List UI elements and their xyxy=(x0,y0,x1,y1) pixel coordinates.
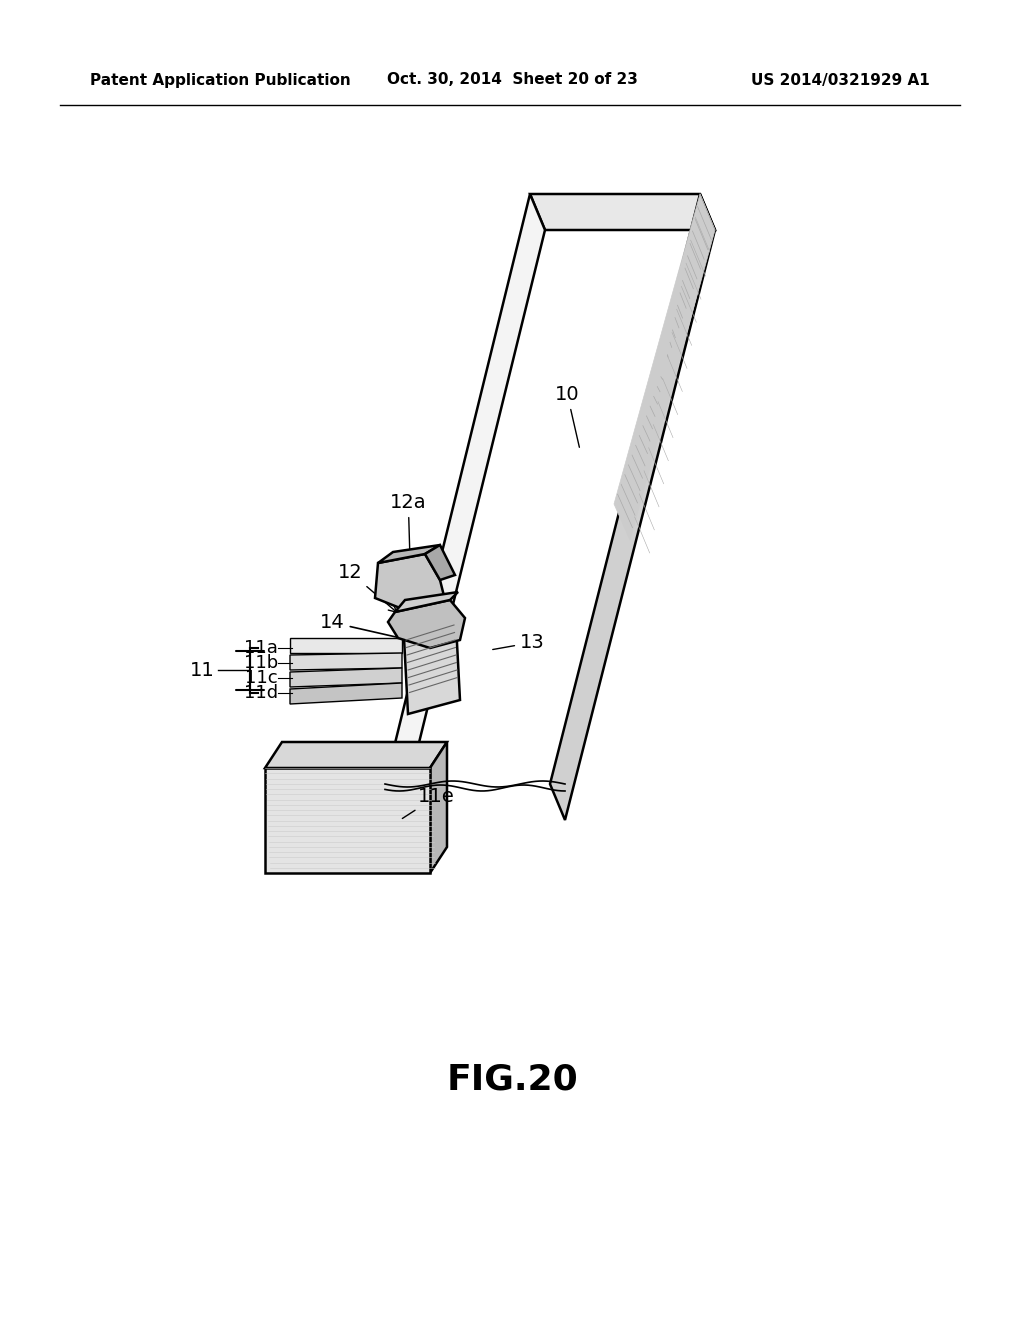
Text: 11e: 11e xyxy=(402,787,455,818)
Polygon shape xyxy=(265,768,430,873)
Text: US 2014/0321929 A1: US 2014/0321929 A1 xyxy=(752,73,930,87)
Polygon shape xyxy=(388,601,465,648)
Polygon shape xyxy=(290,653,402,671)
Text: 12a: 12a xyxy=(390,492,427,557)
Text: 12: 12 xyxy=(338,564,396,612)
Polygon shape xyxy=(614,194,715,540)
Text: Oct. 30, 2014  Sheet 20 of 23: Oct. 30, 2014 Sheet 20 of 23 xyxy=(387,73,637,87)
Polygon shape xyxy=(395,591,458,612)
Polygon shape xyxy=(404,624,460,714)
Polygon shape xyxy=(378,545,440,564)
Text: 11c: 11c xyxy=(246,669,278,686)
Text: 11d: 11d xyxy=(244,684,278,702)
Polygon shape xyxy=(375,554,445,612)
Text: 11a: 11a xyxy=(244,639,278,657)
Polygon shape xyxy=(290,682,402,704)
Text: Patent Application Publication: Patent Application Publication xyxy=(90,73,351,87)
Polygon shape xyxy=(290,638,402,653)
Text: 13: 13 xyxy=(493,634,545,652)
Polygon shape xyxy=(385,194,545,820)
Polygon shape xyxy=(425,545,455,579)
Text: 10: 10 xyxy=(555,385,580,447)
Text: 14: 14 xyxy=(319,612,414,643)
Text: FIG.20: FIG.20 xyxy=(446,1063,578,1097)
Text: 11b: 11b xyxy=(244,653,278,672)
Polygon shape xyxy=(430,742,447,873)
Polygon shape xyxy=(265,742,447,768)
Text: 11: 11 xyxy=(190,660,215,680)
Polygon shape xyxy=(530,194,715,230)
Polygon shape xyxy=(290,668,402,686)
Polygon shape xyxy=(550,194,715,820)
